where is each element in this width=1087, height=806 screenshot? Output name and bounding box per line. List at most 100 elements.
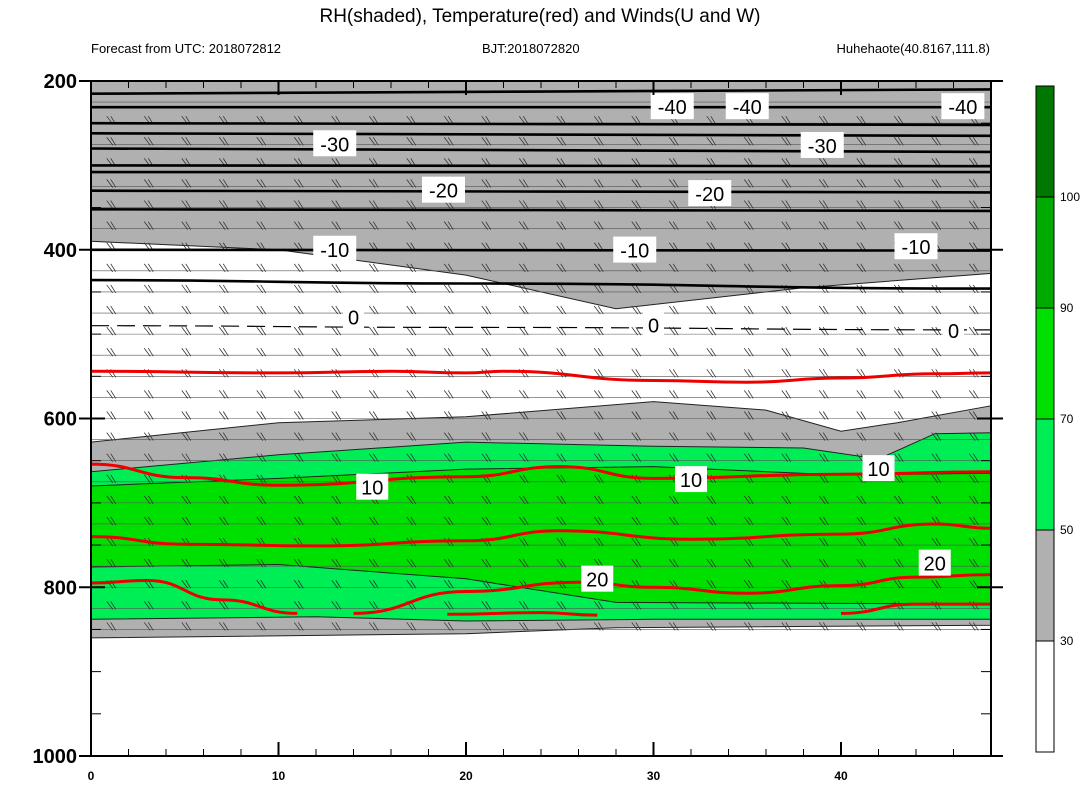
wind-barb — [968, 137, 976, 146]
wind-barb — [522, 601, 529, 610]
wind-barb — [672, 200, 679, 209]
wind-barb — [185, 601, 192, 610]
wind-barb — [218, 305, 226, 315]
wind-barb — [931, 305, 939, 315]
wind-barb — [968, 474, 976, 484]
wind-barb — [518, 221, 526, 230]
wind-barb — [443, 622, 451, 631]
wind-barb — [635, 348, 642, 357]
wind-barb — [106, 326, 114, 336]
wind-barb — [593, 622, 601, 631]
wind-barb — [668, 263, 676, 273]
wind-barb — [556, 263, 564, 273]
wind-barb — [143, 179, 151, 188]
wind-barb — [556, 537, 564, 547]
wind-barb — [256, 474, 264, 484]
wind-barb — [706, 115, 714, 125]
wind-barb — [522, 284, 529, 294]
wind-barb — [743, 453, 751, 462]
wind-barb — [560, 284, 567, 294]
wind-barb — [631, 115, 639, 125]
wind-barb — [447, 348, 454, 357]
wind-barb — [935, 432, 942, 441]
wind-barb — [856, 369, 864, 378]
forecast-label: Forecast from UTC: 2018072812 — [91, 41, 281, 56]
wind-barb — [560, 432, 567, 441]
wind-barb — [935, 474, 942, 483]
colorbar-swatch — [1035, 85, 1055, 198]
wind-barb — [143, 305, 151, 315]
wind-barb — [635, 326, 642, 336]
wind-barb — [256, 263, 264, 273]
wind-barb — [406, 411, 414, 420]
wind-barb — [860, 432, 867, 441]
wind-barb — [410, 200, 417, 209]
wind-barb — [893, 326, 901, 336]
wind-barb — [781, 369, 789, 378]
wind-barb — [110, 137, 117, 146]
wind-barb — [447, 432, 454, 441]
wind-barb — [218, 601, 226, 610]
wind-barb — [518, 495, 526, 505]
wind-barb — [260, 326, 267, 336]
wind-barb — [372, 516, 379, 526]
wind-barb — [822, 411, 829, 420]
wind-barb — [785, 622, 792, 631]
colorbar-swatch — [1035, 307, 1055, 420]
wind-barb — [785, 580, 792, 589]
colorbar-swatch — [1035, 640, 1055, 753]
wind-barb — [631, 369, 639, 378]
wind-barb — [297, 474, 304, 483]
wind-barb — [181, 558, 189, 568]
wind-barb — [743, 495, 751, 505]
wind-barb — [635, 390, 642, 399]
wind-barb — [335, 179, 342, 188]
wind-barb — [485, 179, 492, 188]
wind-barb — [822, 369, 829, 378]
wind-barb — [372, 200, 379, 209]
wind-barb — [597, 495, 604, 505]
wind-barb — [747, 580, 754, 589]
wind-barb — [785, 411, 792, 420]
wind-barb — [443, 390, 451, 399]
wind-barb — [931, 263, 939, 273]
wind-barb — [147, 200, 154, 209]
wind-barb — [518, 305, 526, 315]
wind-barb — [635, 558, 642, 568]
wind-barb — [335, 390, 342, 399]
wind-barb — [785, 369, 792, 378]
wind-barb — [443, 495, 451, 505]
colorbar: 100 90 70 50 30 — [1035, 85, 1080, 753]
temperature-label-box — [675, 466, 707, 493]
wind-barb — [635, 179, 642, 188]
temperature-label-box — [725, 93, 769, 120]
wind-barb — [672, 263, 679, 273]
wind-barb — [593, 305, 601, 315]
wind-barb — [593, 326, 601, 336]
wind-barb — [293, 200, 301, 209]
temperature-label-box — [356, 473, 389, 500]
wind-barb — [743, 390, 751, 399]
wind-barb — [860, 516, 867, 526]
wind-barb — [256, 432, 264, 441]
wind-barb — [518, 516, 526, 526]
wind-barb — [410, 516, 417, 526]
wind-barb — [972, 474, 979, 483]
wind-barb — [747, 432, 754, 441]
wind-barb — [935, 200, 942, 209]
wind-barb — [110, 179, 117, 188]
wind-barb — [668, 495, 676, 505]
wind-barb — [518, 537, 526, 547]
wind-barb — [260, 622, 267, 631]
wind-barb — [447, 411, 454, 420]
wind-barb — [222, 453, 229, 462]
wind-barb — [185, 516, 192, 526]
wind-barb — [222, 263, 229, 273]
wind-barb — [818, 326, 826, 336]
wind-barb — [331, 601, 339, 610]
wind-barb — [147, 558, 154, 568]
wind-barb — [972, 221, 979, 230]
wind-barb — [143, 411, 151, 420]
wind-barb — [406, 347, 414, 357]
wind-barb — [260, 284, 267, 294]
